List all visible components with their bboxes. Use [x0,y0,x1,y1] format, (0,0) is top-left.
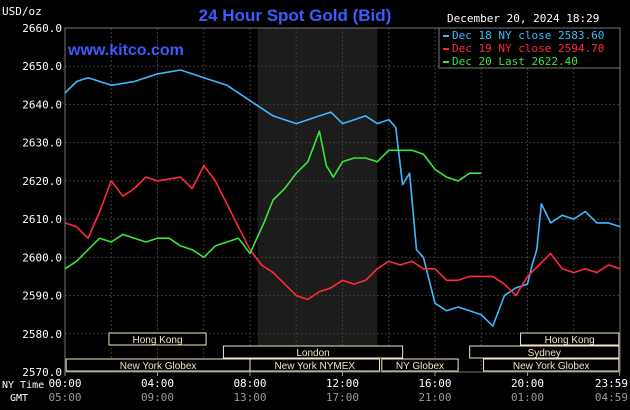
session-label: Hong Kong [132,335,182,346]
x-tick-ny: 20:00 [511,377,544,390]
legend-entry: Dec 18 NY close 2583.60 [452,29,604,42]
series-line-1 [64,69,621,327]
legend-entry: Dec 20 Last 2622.40 [452,55,578,68]
session-label: New York NYMEX [274,361,355,372]
x-tick-gmt: 21:00 [418,391,451,404]
x-tick-ny: 04:00 [141,377,174,390]
session-label: NY Globex [396,361,444,372]
session-label: New York Globex [120,361,197,372]
session-box [108,332,207,346]
ny-session-highlight [257,28,378,372]
session-label: New York Globex [513,361,590,372]
website-label: www.kitco.com [67,42,184,59]
session-box [520,332,620,346]
series-line-3 [64,130,482,270]
x-tick-ny: 00:00 [48,377,81,390]
gmt-label: GMT [10,393,28,404]
y-tick-label: 2650.0 [22,60,62,73]
session-box [249,358,380,372]
x-tick-gmt: 05:00 [48,391,81,404]
x-tick-ny: 16:00 [418,377,451,390]
y-tick-label: 2640.0 [22,98,62,111]
y-tick-label: 2590.0 [22,290,62,303]
session-box [381,358,459,372]
x-tick-ny: 12:00 [326,377,359,390]
session-box [483,358,620,372]
session-label: Hong Kong [545,335,595,346]
x-tick-ny: 23:59 [595,377,628,390]
y-tick-label: 2620.0 [22,175,62,188]
series-line-2 [64,164,621,301]
y-tick-label: 2600.0 [22,251,62,264]
session-label: London [296,348,329,359]
session-box [469,345,620,359]
x-tick-gmt: 13:00 [233,391,266,404]
y-tick-label: 2610.0 [22,213,62,226]
y-tick-label: 2660.0 [22,22,62,35]
y-tick-label: 2630.0 [22,137,62,150]
x-tick-gmt: 17:00 [326,391,359,404]
x-tick-gmt: 09:00 [141,391,174,404]
legend-box [438,27,621,69]
date-stamp: December 20, 2024 18:29 [447,12,599,25]
session-label: Sydney [528,348,561,359]
y-tick-label: 2580.0 [22,328,62,341]
chart-title: 24 Hour Spot Gold (Bid) [199,6,392,25]
units-label: USD/oz [2,5,42,18]
x-tick-gmt: 01:00 [511,391,544,404]
session-box [222,345,404,359]
x-tick-gmt: 04:59 [595,391,628,404]
x-tick-ny: 08:00 [233,377,266,390]
y-tick-label: 2570.0 [22,366,62,379]
legend-entry: Dec 19 NY close 2594.70 [452,42,604,55]
ny-time-label: NY Time [2,380,44,391]
